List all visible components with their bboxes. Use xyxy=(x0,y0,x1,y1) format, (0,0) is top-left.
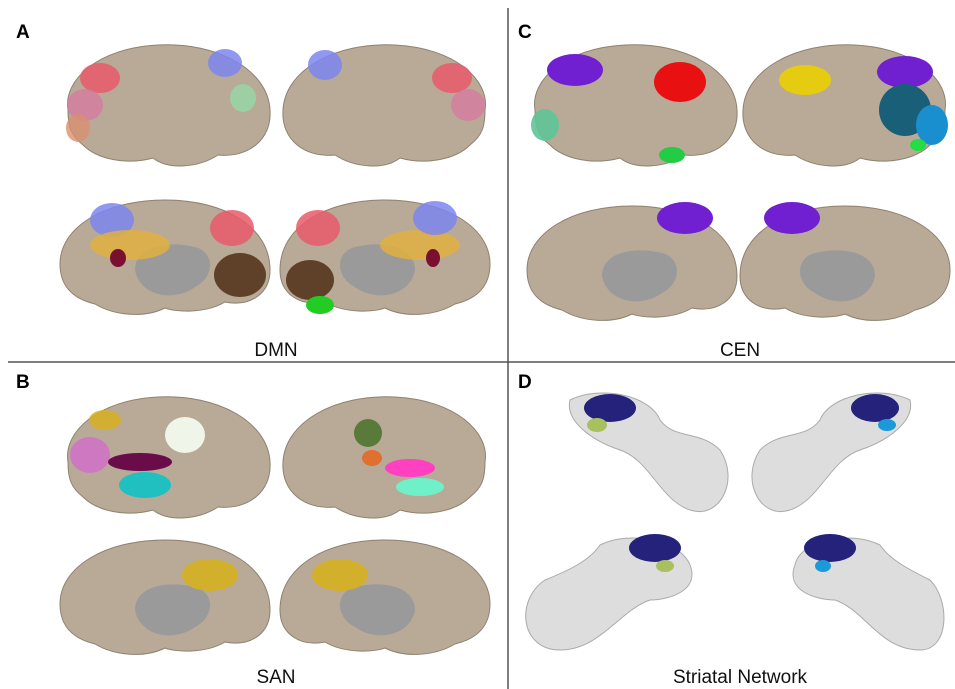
panel-caption: Striatal Network xyxy=(673,667,808,688)
panel-letter: C xyxy=(518,22,532,43)
panel-caption: SAN xyxy=(256,667,295,688)
brain-image xyxy=(60,397,490,655)
panel-letter: A xyxy=(16,22,30,43)
panel-letter: B xyxy=(16,372,30,393)
brain-image xyxy=(527,45,950,321)
figure: A C B D DMN CEN SAN Striatal Network xyxy=(0,0,955,689)
panel-caption: DMN xyxy=(254,340,297,361)
brain-image xyxy=(60,45,490,315)
striatum-image xyxy=(526,393,944,650)
panel-caption: CEN xyxy=(720,340,760,361)
panel-letter: D xyxy=(518,372,532,393)
